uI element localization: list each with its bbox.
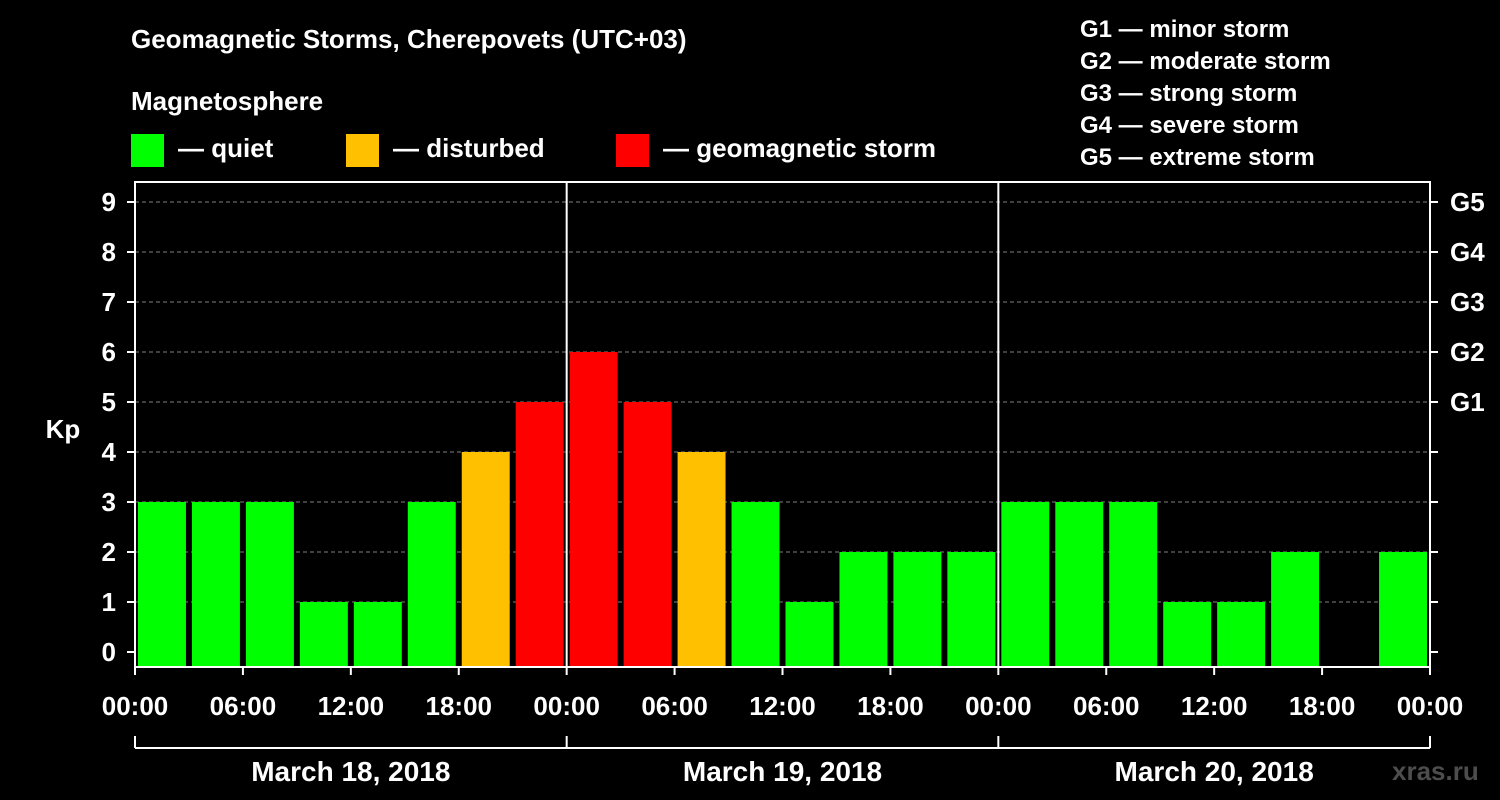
y-tick-label-2: 2 (102, 537, 116, 567)
bar-20 (1217, 602, 1266, 667)
plot-frame (134, 181, 1431, 668)
y-tick-label-9: 9 (102, 187, 116, 217)
bar-19 (1163, 602, 1212, 667)
x-tick-label-4: 00:00 (533, 691, 600, 721)
legend-label-storm: — geomagnetic storm (663, 133, 937, 163)
legend-label-quiet: — quiet (178, 133, 274, 163)
bar-14 (893, 552, 942, 667)
right-axis-label-2: G3 (1450, 287, 1485, 317)
y-axis-label: Kp (46, 414, 81, 444)
bar-10 (677, 452, 726, 667)
y-tick-label-0: 0 (102, 637, 116, 667)
bar-15 (947, 552, 996, 667)
g-scale-g1: G1 — minor storm (1080, 16, 1290, 43)
chart-title: Geomagnetic Storms, Cherepovets (UTC+03) (131, 24, 687, 54)
bar-17 (1055, 502, 1104, 667)
x-tick-label-6: 12:00 (749, 691, 816, 721)
right-axis-label-4: G5 (1450, 187, 1485, 217)
x-tick-label-1: 06:00 (210, 691, 277, 721)
bar-8 (569, 352, 618, 667)
bar-5 (407, 502, 456, 667)
g-scale-legend: G1 — minor storm G2 — moderate storm G3 … (1080, 14, 1331, 174)
right-axis-label-0: G1 (1450, 387, 1485, 417)
g-scale-g4: G4 — severe storm (1080, 112, 1299, 139)
bar-4 (353, 602, 402, 667)
bar-18 (1109, 502, 1158, 667)
bar-11 (731, 502, 780, 667)
y-tick-label-1: 1 (102, 587, 116, 617)
bar-21 (1271, 552, 1320, 667)
x-tick-label-11: 18:00 (1289, 691, 1356, 721)
bar-6 (461, 452, 510, 667)
x-tick-label-5: 06:00 (641, 691, 708, 721)
watermark: xras.ru (1392, 756, 1479, 786)
y-tick-label-5: 5 (102, 387, 116, 417)
bar-7 (515, 402, 564, 667)
x-tick-label-7: 18:00 (857, 691, 924, 721)
day-label-2: March 20, 2018 (1115, 756, 1314, 787)
x-tick-label-3: 18:00 (426, 691, 493, 721)
x-tick-label-8: 00:00 (965, 691, 1032, 721)
bar-16 (1001, 502, 1050, 667)
day-label-0: March 18, 2018 (251, 756, 450, 787)
bar-2 (245, 502, 294, 667)
bar-3 (299, 602, 348, 667)
x-tick-label-12: 00:00 (1397, 691, 1464, 721)
bar-1 (191, 502, 240, 667)
bar-13 (839, 552, 888, 667)
y-tick-label-8: 8 (102, 237, 116, 267)
x-tick-label-9: 06:00 (1073, 691, 1140, 721)
legend-swatch-storm (616, 134, 649, 167)
day-label-1: March 19, 2018 (683, 756, 882, 787)
x-tick-label-0: 00:00 (102, 691, 169, 721)
bar-9 (623, 402, 672, 667)
right-axis-label-3: G4 (1450, 237, 1485, 267)
bar-0 (138, 502, 186, 667)
y-tick-label-6: 6 (102, 337, 116, 367)
legend-label-disturbed: — disturbed (393, 133, 545, 163)
g-scale-g2: G2 — moderate storm (1080, 48, 1331, 75)
right-axis-label-1: G2 (1450, 337, 1485, 367)
x-tick-label-10: 12:00 (1181, 691, 1248, 721)
bar-12 (785, 602, 834, 667)
g-scale-g3: G3 — strong storm (1080, 80, 1298, 107)
y-tick-label-4: 4 (102, 437, 117, 467)
g-scale-g5: G5 — extreme storm (1080, 144, 1315, 171)
y-tick-label-3: 3 (102, 487, 116, 517)
x-tick-label-2: 12:00 (318, 691, 385, 721)
bar-23 (1379, 552, 1427, 667)
legend-swatch-quiet (131, 134, 164, 167)
y-tick-label-7: 7 (102, 287, 116, 317)
legend-swatch-disturbed (346, 134, 379, 167)
legend-title: Magnetosphere (131, 86, 324, 116)
